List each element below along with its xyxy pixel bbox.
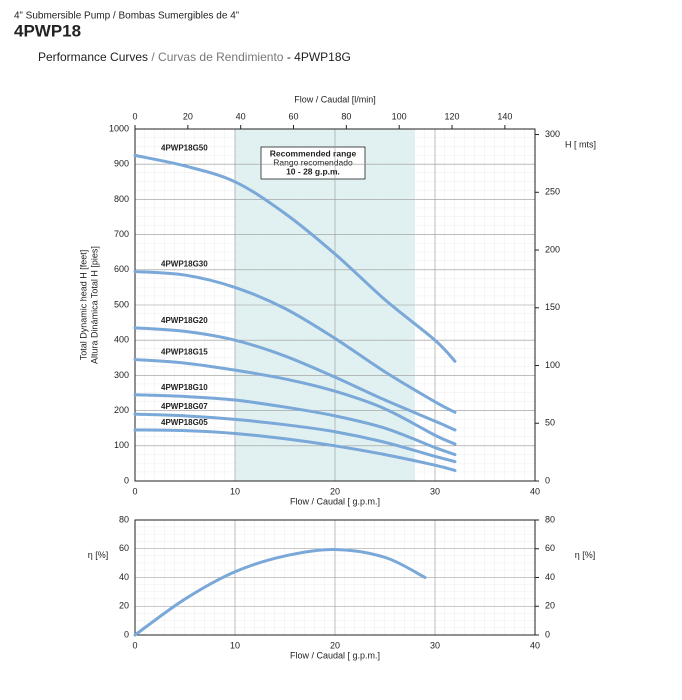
x2-tick-label: 20	[183, 111, 193, 121]
efficiency-chart: 0 10 20 30 40 0 20 40 60 80 0 20 40 60 80 Flow / Caudal…	[88, 514, 596, 660]
curve	[133, 547, 427, 637]
x2-axis-label: Flow / Caudal [l/min]	[294, 94, 376, 104]
y-tick-label: 200	[114, 405, 129, 415]
x-tick-label: 30	[430, 640, 440, 650]
series-label: 4PWP18G50	[161, 144, 208, 153]
y2-tick-label: 80	[545, 514, 555, 524]
y-axis-label: η [%]	[88, 550, 109, 560]
y-axis-label: Total Dynamic head H [feet]	[78, 250, 88, 361]
x2-tick-label: 120	[445, 111, 460, 121]
y-tick-label: 20	[119, 601, 129, 611]
x-axis-label: Flow / Caudal [ g.p.m.]	[290, 496, 380, 506]
y-tick-label: 500	[114, 299, 129, 309]
y2-tick-label: 300	[545, 129, 560, 139]
y-tick-label: 0	[124, 475, 129, 485]
x2-tick-label: 60	[289, 111, 299, 121]
y-tick-label: 80	[119, 514, 129, 524]
x-tick-label: 20	[330, 486, 340, 496]
y2-tick-label: 0	[545, 475, 550, 485]
y-tick-label: 1000	[109, 123, 129, 133]
y2-tick-label: 200	[545, 244, 560, 254]
plot-frame	[134, 128, 536, 482]
curve	[133, 326, 457, 432]
y2-tick-label: 50	[545, 418, 555, 428]
x2-tick-label: 100	[392, 111, 407, 121]
y-axis-label: Altura Dinámica Total H [pies]	[89, 246, 99, 364]
curve	[133, 270, 457, 414]
x-tick-label: 40	[530, 486, 540, 496]
y2-tick-label: 60	[545, 543, 555, 553]
x-tick-label: 10	[230, 640, 240, 650]
curve	[133, 358, 457, 446]
range-label: Rango recomendado	[273, 157, 353, 167]
y2-tick-label: 150	[545, 302, 560, 312]
y-tick-label: 900	[114, 159, 129, 169]
y2-tick-label: 100	[545, 360, 560, 370]
y-tick-label: 800	[114, 194, 129, 204]
header-subtitle: 4” Submersible Pump / Bombas Sumergibles…	[14, 11, 239, 22]
curve	[133, 393, 457, 457]
caption-en: Performance Curves	[38, 50, 148, 64]
y-tick-label: 300	[114, 370, 129, 380]
y-tick-label: 40	[119, 572, 129, 582]
range-label: 10 - 28 g.p.m.	[286, 166, 340, 176]
curve	[133, 428, 457, 472]
curve	[133, 153, 457, 363]
x2-tick-label: 80	[341, 111, 351, 121]
x2-tick-label: 40	[236, 111, 246, 121]
y-tick-label: 400	[114, 335, 129, 345]
y-tick-label: 100	[114, 440, 129, 450]
x2-tick-label: 140	[497, 111, 512, 121]
x-tick-label: 20	[330, 640, 340, 650]
x2-tick-label: 0	[132, 111, 137, 121]
series-label: 4PWP18G15	[161, 348, 208, 357]
series-label: 4PWP18G07	[161, 402, 208, 411]
x-tick-label: 0	[132, 640, 137, 650]
y2-axis-label: H [ mts]	[565, 139, 596, 149]
header-title: 4PWP18	[14, 21, 81, 40]
y2-tick-label: 250	[545, 187, 560, 197]
series-label: 4PWP18G05	[161, 418, 208, 427]
series-label: 4PWP18G10	[161, 383, 208, 392]
x-tick-label: 40	[530, 640, 540, 650]
y2-tick-label: 0	[545, 629, 550, 639]
curve	[133, 412, 457, 464]
x-tick-label: 0	[132, 486, 137, 496]
y2-tick-label: 20	[545, 601, 555, 611]
y2-axis-label: η [%]	[575, 550, 596, 560]
caption: Performance Curves / Curvas de Rendimien…	[38, 50, 351, 64]
y-tick-label: 60	[119, 543, 129, 553]
caption-model: - 4PWP18G	[287, 50, 351, 64]
range-box	[260, 146, 366, 180]
caption-es: / Curvas de Rendimiento	[151, 50, 283, 64]
y2-tick-label: 40	[545, 572, 555, 582]
x-tick-label: 10	[230, 486, 240, 496]
series-label: 4PWP18G30	[161, 260, 208, 269]
series-label: 4PWP18G20	[161, 316, 208, 325]
y-tick-label: 700	[114, 229, 129, 239]
y-tick-label: 0	[124, 629, 129, 639]
range-label: Recommended range	[270, 148, 357, 158]
y-tick-label: 600	[114, 264, 129, 274]
x-axis-label: Flow / Caudal [ g.p.m.]	[290, 650, 380, 660]
x-tick-label: 30	[430, 486, 440, 496]
